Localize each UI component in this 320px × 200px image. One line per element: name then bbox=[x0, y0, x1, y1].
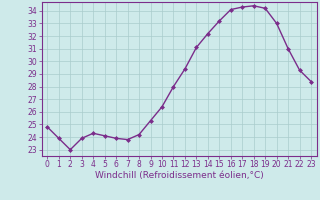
X-axis label: Windchill (Refroidissement éolien,°C): Windchill (Refroidissement éolien,°C) bbox=[95, 171, 264, 180]
